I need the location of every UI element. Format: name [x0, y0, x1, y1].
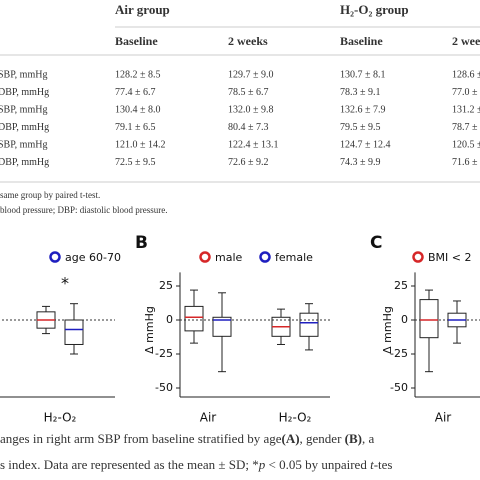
- x-tick-label: H₂-O₂: [279, 411, 312, 425]
- table-cell: 129.7 ± 9.0: [228, 69, 274, 80]
- box: [212, 316, 232, 337]
- caption-text: (A): [281, 431, 299, 446]
- column-header: Baseline: [115, 34, 158, 48]
- table-cell: 72.6 ± 9.2: [228, 157, 269, 168]
- group-header: H₂-O₂ group: [340, 2, 409, 17]
- panel-label: C: [370, 233, 382, 253]
- table-cell: 124.7 ± 12.4: [340, 139, 391, 150]
- caption-text: < 0.05 by unpaired: [265, 457, 370, 472]
- y-tick-label: 25: [394, 279, 408, 292]
- column-header: 2 weeks: [228, 34, 268, 48]
- caption-text: , a: [362, 431, 375, 446]
- y-tick-label: 0: [401, 313, 408, 326]
- box: [419, 299, 439, 339]
- significance-mark: *: [61, 274, 69, 293]
- table-cell: 80.4 ± 7.3: [228, 122, 269, 133]
- footnote: same group by paired t-test.: [0, 190, 100, 200]
- caption-text: (B): [345, 431, 362, 446]
- legend-label: age 60-70: [65, 251, 121, 264]
- footnote: blood pressure; DBP: diastolic blood pre…: [0, 205, 167, 215]
- caption-text: s index. Data are represented as the mea…: [0, 457, 259, 472]
- caption-text: p: [258, 457, 266, 472]
- table-cell: 130.4 ± 8.0: [115, 104, 161, 115]
- table-cell: 120.5 ±: [452, 139, 480, 150]
- box: [184, 305, 204, 332]
- table-cell: 79.5 ± 9.5: [340, 122, 381, 133]
- legend-marker: [49, 251, 61, 263]
- table-cell: 71.6 ±: [452, 157, 478, 168]
- table-cell: 122.4 ± 13.1: [228, 139, 279, 150]
- y-tick-label: 25: [159, 279, 173, 292]
- legend-label: BMI < 2: [428, 251, 472, 264]
- table-cell: 128.2 ± 8.5: [115, 69, 161, 80]
- row-label: DBP, mmHg: [0, 87, 49, 98]
- caption-text: t: [370, 457, 374, 472]
- row-label: DBP, mmHg: [0, 157, 49, 168]
- table-cell: 78.3 ± 9.1: [340, 87, 381, 98]
- caption-text: anges in right arm SBP from baseline str…: [0, 431, 282, 446]
- table-cell: 77.4 ± 6.7: [115, 87, 156, 98]
- legend-marker: [412, 251, 424, 263]
- table-cell: 132.6 ± 7.9: [340, 104, 386, 115]
- table-cell: 78.7 ±: [452, 122, 478, 133]
- box: [64, 319, 84, 345]
- table-cell: 74.3 ± 9.9: [340, 157, 381, 168]
- legend-label: female: [275, 251, 313, 264]
- legend-marker: [259, 251, 271, 263]
- column-header: 2 weeks: [452, 34, 480, 48]
- y-tick-label: -50: [390, 381, 408, 394]
- table-cell: 79.1 ± 6.5: [115, 122, 156, 133]
- table-cell: 121.0 ± 14.2: [115, 139, 166, 150]
- row-label: DBP, mmHg: [0, 122, 49, 133]
- table-cell: 132.0 ± 9.8: [228, 104, 274, 115]
- table-cell: 131.2 ±: [452, 104, 480, 115]
- legend-label: male: [215, 251, 243, 264]
- y-tick-label: -25: [155, 347, 173, 360]
- row-label: SBP, mmHg: [0, 139, 47, 150]
- caption-line: s index. Data are represented as the mea…: [0, 457, 392, 472]
- row-label: SBP, mmHg: [0, 69, 47, 80]
- panel-label: B: [135, 233, 148, 253]
- y-tick-label: -50: [155, 381, 173, 394]
- table-cell: 77.0 ±: [452, 87, 478, 98]
- caption-line: anges in right arm SBP from baseline str…: [0, 431, 375, 446]
- y-axis-label: Δ mmHg: [143, 306, 156, 354]
- y-tick-label: -25: [390, 347, 408, 360]
- column-header: Baseline: [340, 34, 383, 48]
- caption-text: , gender: [300, 431, 345, 446]
- legend-marker: [199, 251, 211, 263]
- x-tick-label: H₂-O₂: [44, 411, 77, 425]
- table-cell: 130.7 ± 8.1: [340, 69, 386, 80]
- x-tick-label: Air: [200, 411, 217, 425]
- row-label: SBP, mmHg: [0, 104, 47, 115]
- table-cell: 128.6 ±: [452, 69, 480, 80]
- y-axis-label: Δ mmHg: [381, 306, 394, 354]
- x-tick-label: Air: [435, 411, 452, 425]
- table-cell: 78.5 ± 6.7: [228, 87, 269, 98]
- caption-text: -tes: [374, 457, 393, 472]
- table-cell: 72.5 ± 9.5: [115, 157, 156, 168]
- group-header: Air group: [115, 2, 170, 17]
- box: [299, 312, 319, 337]
- y-tick-label: 0: [166, 313, 173, 326]
